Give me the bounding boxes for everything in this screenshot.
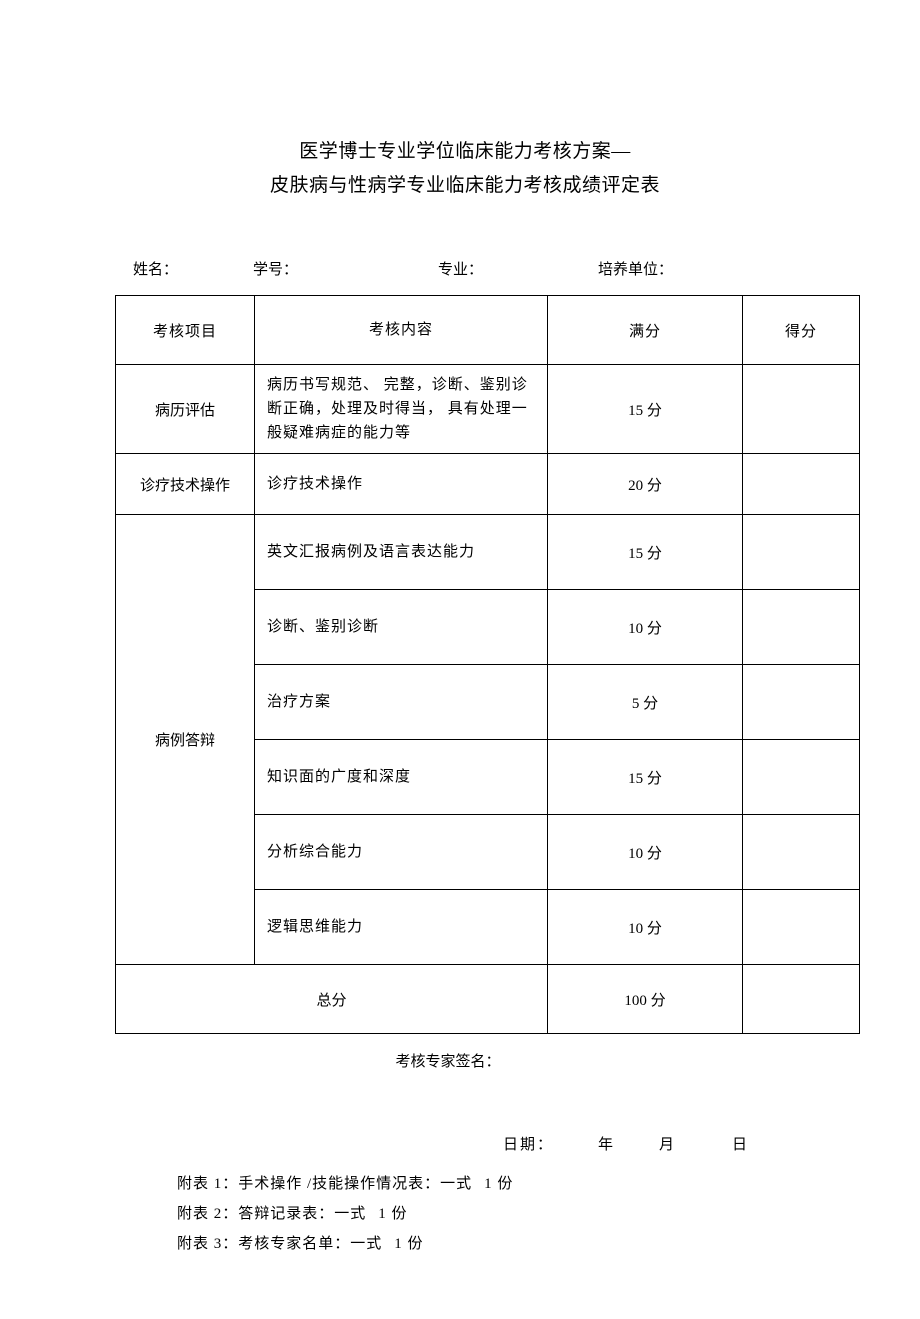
cell-total-label: 总分 bbox=[116, 965, 548, 1034]
th-content: 考核内容 bbox=[255, 296, 548, 365]
cell-item: 病历评估 bbox=[116, 365, 255, 454]
appendix-3-suf: 1 份 bbox=[394, 1229, 423, 1259]
appendix-line-3: 附表 3：考核专家名单：一式 1 份 bbox=[177, 1229, 815, 1259]
cell-score bbox=[743, 365, 860, 454]
title-line-2: 皮肤病与性病学专业临床能力考核成绩评定表 bbox=[115, 169, 815, 203]
date-year: 年 bbox=[598, 1137, 615, 1153]
cell-score bbox=[743, 740, 860, 815]
cell-score bbox=[743, 515, 860, 590]
cell-full: 15 分 bbox=[548, 365, 743, 454]
cell-content: 诊断、鉴别诊断 bbox=[255, 590, 548, 665]
info-name-label: 姓名： bbox=[133, 258, 253, 279]
th-full: 满分 bbox=[548, 296, 743, 365]
info-unit-label: 培养单位： bbox=[598, 258, 673, 279]
table-row: 病历评估 病历书写规范、 完整，诊断、鉴别诊断正确，处理及时得当， 具有处理一般… bbox=[116, 365, 860, 454]
cell-full: 5 分 bbox=[548, 665, 743, 740]
table-row: 病例答辩 英文汇报病例及语言表达能力 15 分 bbox=[116, 515, 860, 590]
date-month: 月 bbox=[659, 1137, 676, 1153]
info-major-label: 专业： bbox=[438, 258, 598, 279]
cell-content: 治疗方案 bbox=[255, 665, 548, 740]
cell-full: 10 分 bbox=[548, 815, 743, 890]
cell-full: 10 分 bbox=[548, 890, 743, 965]
cell-score bbox=[743, 665, 860, 740]
cell-content: 诊疗技术操作 bbox=[255, 454, 548, 515]
cell-score bbox=[743, 890, 860, 965]
appendix-2-suf: 1 份 bbox=[378, 1199, 407, 1229]
appendix-2-pre: 附表 2：答辩记录表：一式 bbox=[177, 1206, 366, 1222]
cell-content: 分析综合能力 bbox=[255, 815, 548, 890]
th-item: 考核项目 bbox=[116, 296, 255, 365]
appendix-3-pre: 附表 3：考核专家名单：一式 bbox=[177, 1236, 382, 1252]
cell-score bbox=[743, 590, 860, 665]
table-header-row: 考核项目 考核内容 满分 得分 bbox=[116, 296, 860, 365]
appendix-block: 附表 1：手术操作 /技能操作情况表：一式 1 份 附表 2：答辩记录表：一式 1 … bbox=[115, 1169, 815, 1259]
cell-content: 知识面的广度和深度 bbox=[255, 740, 548, 815]
cell-full: 15 分 bbox=[548, 515, 743, 590]
table-row: 诊疗技术操作 诊疗技术操作 20 分 bbox=[116, 454, 860, 515]
evaluation-table: 考核项目 考核内容 满分 得分 病历评估 病历书写规范、 完整，诊断、鉴别诊断正… bbox=[115, 295, 860, 1034]
cell-content: 英文汇报病例及语言表达能力 bbox=[255, 515, 548, 590]
appendix-1-pre: 附表 1：手术操作 /技能操作情况表：一式 bbox=[177, 1176, 472, 1192]
date-line: 日期： 年 月 日 bbox=[115, 1133, 815, 1154]
cell-total-score bbox=[743, 965, 860, 1034]
title-block: 医学博士专业学位临床能力考核方案— 皮肤病与性病学专业临床能力考核成绩评定表 bbox=[115, 135, 815, 203]
cell-score bbox=[743, 454, 860, 515]
appendix-line-1: 附表 1：手术操作 /技能操作情况表：一式 1 份 bbox=[177, 1169, 815, 1199]
signature-label: 考核专家签名： bbox=[81, 1050, 815, 1071]
cell-content: 病历书写规范、 完整，诊断、鉴别诊断正确，处理及时得当， 具有处理一般疑难病症的… bbox=[255, 365, 548, 454]
cell-score bbox=[743, 815, 860, 890]
date-label: 日期： bbox=[503, 1137, 554, 1153]
appendix-1-suf: 1 份 bbox=[484, 1169, 513, 1199]
cell-content: 逻辑思维能力 bbox=[255, 890, 548, 965]
date-day: 日 bbox=[732, 1137, 749, 1153]
th-score: 得分 bbox=[743, 296, 860, 365]
cell-item: 诊疗技术操作 bbox=[116, 454, 255, 515]
cell-full: 20 分 bbox=[548, 454, 743, 515]
title-line-1: 医学博士专业学位临床能力考核方案— bbox=[115, 135, 815, 169]
cell-total-full: 100 分 bbox=[548, 965, 743, 1034]
appendix-line-2: 附表 2：答辩记录表：一式 1 份 bbox=[177, 1199, 815, 1229]
cell-full: 15 分 bbox=[548, 740, 743, 815]
cell-item: 病例答辩 bbox=[116, 515, 255, 965]
cell-full: 10 分 bbox=[548, 590, 743, 665]
info-sid-label: 学号： bbox=[253, 258, 438, 279]
page: 医学博士专业学位临床能力考核方案— 皮肤病与性病学专业临床能力考核成绩评定表 姓… bbox=[0, 0, 920, 1319]
table-total-row: 总分 100 分 bbox=[116, 965, 860, 1034]
info-row: 姓名： 学号： 专业： 培养单位： bbox=[115, 258, 815, 279]
